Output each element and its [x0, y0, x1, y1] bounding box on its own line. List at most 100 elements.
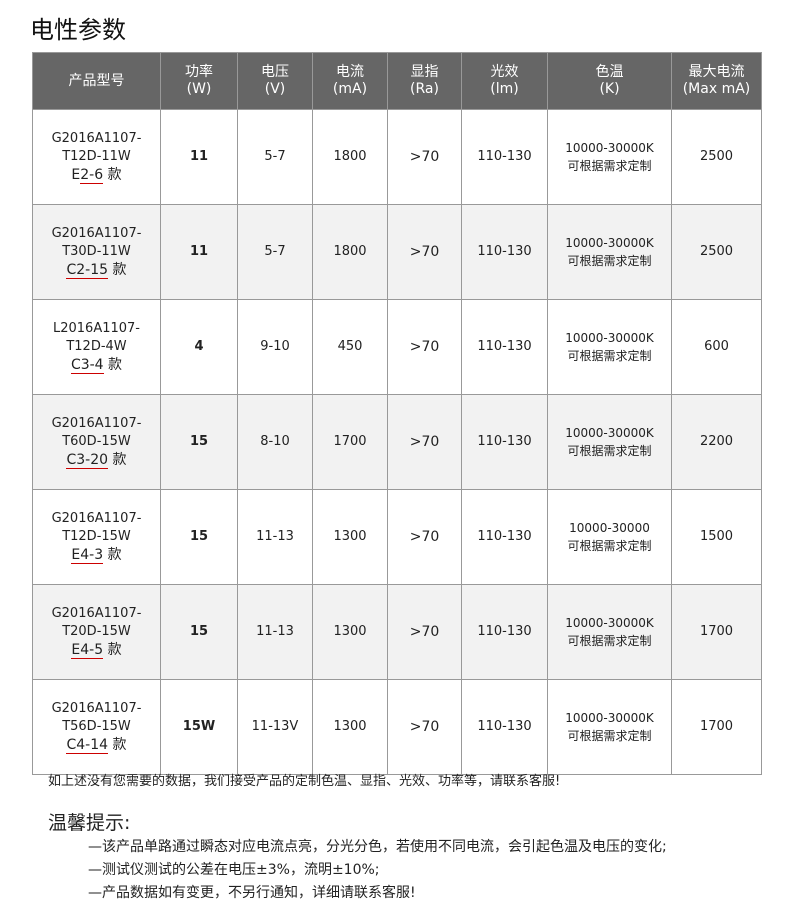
color-temp-range: 10000-30000K [565, 711, 654, 725]
table-row: G2016A1107- T20D-15W E4-5 款 15 11-13 1300 … [32, 584, 762, 680]
color-temp-note: 可根据需求定制 [567, 159, 652, 173]
efficacy-cell: 110-130 [461, 109, 548, 205]
voltage-cell: 5-7 [237, 204, 313, 300]
model-line: G2016A1107- [51, 510, 142, 526]
color-temp-cell: 10000-30000K 可根据需求定制 [547, 679, 672, 775]
header-label: 产品型号 [68, 72, 125, 89]
model-line: T56D-15W [62, 718, 131, 734]
model-cell: G2016A1107- T12D-11W E2-6 款 [32, 109, 161, 205]
ra-cell: >70 [387, 109, 462, 205]
header-label: 功率 [185, 64, 213, 80]
model-cell: L2016A1107- T12D-4W C3-4 款 [32, 299, 161, 395]
color-temp-cell: 10000-30000 可根据需求定制 [547, 489, 672, 585]
model-line: G2016A1107- [51, 225, 142, 241]
tip-list: —该产品单路通过瞬态对应电流点亮，分光分色，若使用不同电流，会引起色温及电压的变… [88, 836, 667, 905]
current-cell: 1300 [312, 489, 388, 585]
column-header: 产品型号 [32, 52, 161, 110]
table-row: G2016A1107- T60D-15W C3-20 款 15 8-10 1700 … [32, 394, 762, 490]
header-label: 最大电流 [688, 64, 745, 80]
ra-cell: >70 [387, 584, 462, 680]
color-temp-note: 可根据需求定制 [567, 729, 652, 743]
efficacy-cell: 110-130 [461, 679, 548, 775]
code-underlined: C2-15 [66, 261, 109, 279]
efficacy-cell: 110-130 [461, 489, 548, 585]
column-header: 光效 (lm) [461, 52, 548, 110]
custom-note: 如上述没有您需要的数据，我们接受产品的定制色温、显指、光效、功率等，请联系客服! [48, 774, 561, 789]
header-unit: (mA) [332, 81, 368, 97]
tip-line: —该产品单路通过瞬态对应电流点亮，分光分色，若使用不同电流，会引起色温及电压的变… [88, 839, 667, 855]
voltage-cell: 11-13V [237, 679, 313, 775]
table-row: G2016A1107- T12D-15W E4-3 款 15 11-13 1300 … [32, 489, 762, 585]
voltage-cell: 11-13 [237, 584, 313, 680]
ra-cell: >70 [387, 679, 462, 775]
color-temp-cell: 10000-30000K 可根据需求定制 [547, 299, 672, 395]
color-temp-cell: 10000-30000K 可根据需求定制 [547, 394, 672, 490]
header-label: 色温 [595, 64, 624, 80]
color-temp-cell: 10000-30000K 可根据需求定制 [547, 204, 672, 300]
power-cell: 15 [160, 489, 238, 585]
column-header: 色温 (K) [547, 52, 672, 110]
header-label: 光效 [490, 64, 519, 80]
max-current-cell: 1500 [671, 489, 762, 585]
header-unit: (lm) [490, 81, 519, 97]
model-cell: G2016A1107- T56D-15W C4-14 款 [32, 679, 161, 775]
color-temp-cell: 10000-30000K 可根据需求定制 [547, 109, 672, 205]
color-temp-note: 可根据需求定制 [567, 539, 652, 553]
model-line: T30D-11W [62, 243, 131, 259]
code-suffix: 款 [107, 641, 122, 658]
model-line: T20D-15W [62, 623, 131, 639]
color-temp-note: 可根据需求定制 [567, 444, 652, 458]
column-header: 电压 (V) [237, 52, 313, 110]
model-cell: G2016A1107- T60D-15W C3-20 款 [32, 394, 161, 490]
max-current-cell: 600 [671, 299, 762, 395]
model-cell: G2016A1107- T20D-15W E4-5 款 [32, 584, 161, 680]
power-cell: 11 [160, 204, 238, 300]
model-line: T60D-15W [62, 433, 131, 449]
code-suffix: 款 [107, 546, 122, 563]
code-underlined: C3-4 [70, 356, 104, 374]
voltage-cell: 8-10 [237, 394, 313, 490]
table-row: G2016A1107- T30D-11W C2-15 款 11 5-7 1800 >… [32, 204, 762, 300]
tip-line: —产品数据如有变更，不另行通知，详细请联系客服! [88, 885, 416, 901]
color-temp-range: 10000-30000 [569, 521, 650, 535]
column-header: 最大电流 (Max mA) [671, 52, 762, 110]
current-cell: 1700 [312, 394, 388, 490]
code-underlined: C3-20 [66, 451, 109, 469]
power-cell: 15 [160, 394, 238, 490]
current-cell: 1300 [312, 679, 388, 775]
column-header: 显指 (Ra) [387, 52, 462, 110]
power-cell: 4 [160, 299, 238, 395]
color-temp-range: 10000-30000K [565, 236, 654, 250]
efficacy-cell: 110-130 [461, 299, 548, 395]
power-cell: 15 [160, 584, 238, 680]
current-cell: 1800 [312, 204, 388, 300]
header-unit: (Max mA) [682, 81, 751, 97]
max-current-cell: 2200 [671, 394, 762, 490]
code-underlined: E4-3 [71, 546, 104, 564]
max-current-cell: 2500 [671, 204, 762, 300]
column-header: 功率 (W) [160, 52, 238, 110]
model-line: G2016A1107- [51, 415, 142, 431]
code-prefix: E [71, 166, 81, 183]
code-suffix: 款 [112, 736, 127, 753]
header-unit: (Ra) [410, 81, 439, 97]
model-line: T12D-4W [66, 338, 127, 354]
voltage-cell: 5-7 [237, 109, 313, 205]
header-label: 电流 [336, 64, 364, 80]
power-cell: 15W [160, 679, 238, 775]
color-temp-note: 可根据需求定制 [567, 349, 652, 363]
header-label: 电压 [261, 64, 289, 80]
code-suffix: 款 [112, 451, 127, 468]
code-underlined: E4-5 [71, 641, 104, 659]
code-underlined: 2-6 [80, 166, 104, 184]
code-suffix: 款 [112, 261, 127, 278]
color-temp-cell: 10000-30000K 可根据需求定制 [547, 584, 672, 680]
current-cell: 1800 [312, 109, 388, 205]
column-header: 电流 (mA) [312, 52, 388, 110]
table-header-row: 产品型号 功率 (W) 电压 (V) 电流 (mA) 显指 (Ra) 光效 (lm) 色温 (K) 最大电… [32, 52, 762, 110]
max-current-cell: 1700 [671, 679, 762, 775]
parameter-table: 产品型号 功率 (W) 电压 (V) 电流 (mA) 显指 (Ra) 光效 (lm) 色温 (K) 最大电… [32, 52, 762, 775]
header-label: 显指 [410, 64, 439, 80]
model-line: L2016A1107- [53, 320, 140, 336]
model-line: T12D-11W [62, 148, 131, 164]
